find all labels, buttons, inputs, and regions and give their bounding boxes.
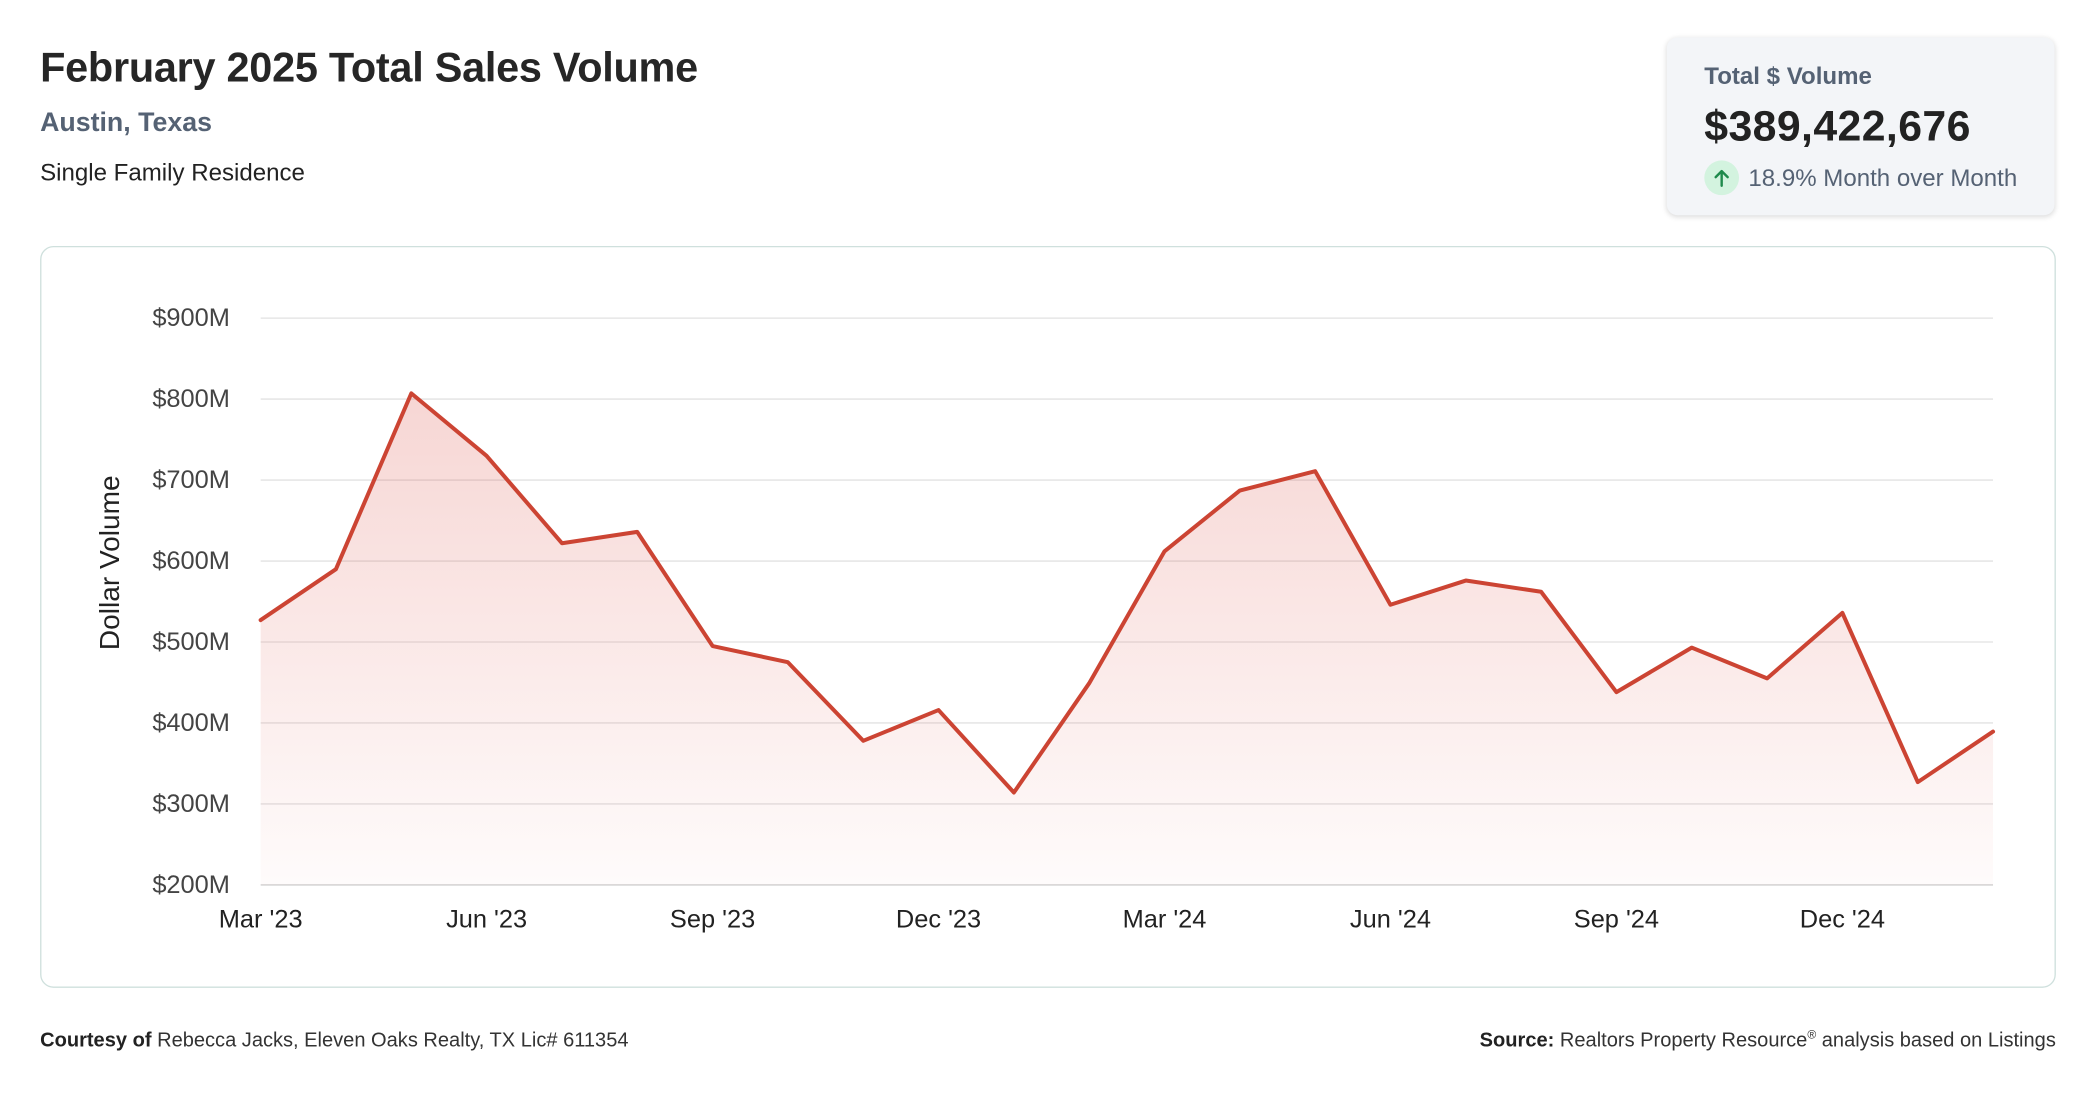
x-tick-label: Sep '24 [1574, 906, 1659, 934]
y-tick-label: $200M [152, 871, 230, 899]
x-tick-label: Dec '23 [896, 906, 981, 934]
kpi-label: Total $ Volume [1704, 62, 1872, 90]
courtesy-text: Rebecca Jacks, Eleven Oaks Realty, TX Li… [157, 1029, 629, 1052]
chart-panel: $200M $300M $400M $500M $600M $700M $800M $900M… [40, 245, 2056, 988]
registered-mark: ® [1807, 1027, 1817, 1042]
arrow-up-icon [1704, 160, 1740, 196]
kpi-change-text: 18.9% Month over Month [1748, 163, 2018, 191]
series-area [260, 393, 1994, 885]
location-subtitle: Austin, Texas [40, 108, 212, 138]
courtesy-label: Courtesy of [40, 1029, 152, 1052]
page-title: February 2025 Total Sales Volume [40, 44, 698, 91]
kpi-card: Total $ Volume $389,422,676 18.9% Month … [1666, 37, 2055, 216]
x-tick-label: Mar '23 [219, 906, 303, 934]
x-tick-label: Jun '24 [1350, 906, 1431, 934]
sales-volume-chart: $200M $300M $400M $500M $600M $700M $800M $900M… [94, 304, 1996, 934]
y-axis-ticks: $200M $300M $400M $500M $600M $700M $800M $900M [152, 304, 230, 899]
y-tick-label: $800M [152, 385, 230, 413]
courtesy-footer: Courtesy of Rebecca Jacks, Eleven Oaks R… [40, 1029, 628, 1052]
source-label: Source: [1479, 1029, 1555, 1052]
source-text-2: analysis based on Listings [1821, 1029, 2056, 1052]
kpi-value: $389,422,676 [1704, 101, 1971, 150]
x-tick-label: Jun '23 [446, 906, 527, 934]
source-text-1: Realtors Property Resource [1559, 1029, 1808, 1052]
y-tick-label: $600M [152, 547, 230, 575]
y-tick-label: $400M [152, 709, 230, 737]
y-tick-label: $500M [152, 628, 230, 656]
source-footer: Source: Realtors Property Resource® anal… [1480, 1029, 2056, 1052]
x-tick-label: Mar '24 [1123, 906, 1207, 934]
y-tick-label: $900M [152, 304, 230, 332]
series-line [258, 391, 1996, 795]
kpi-change: 18.9% Month over Month [1704, 160, 2018, 196]
y-tick-label: $300M [152, 790, 230, 818]
y-axis-label: Dollar Volume [94, 475, 125, 650]
x-axis-ticks: Mar '23 Jun '23 Sep '23 Dec '23 Mar '24 Jun '… [219, 906, 1885, 934]
property-type-label: Single Family Residence [40, 159, 305, 186]
x-tick-label: Sep '23 [670, 906, 755, 934]
x-tick-label: Dec '24 [1800, 906, 1885, 934]
y-tick-label: $700M [152, 466, 230, 494]
